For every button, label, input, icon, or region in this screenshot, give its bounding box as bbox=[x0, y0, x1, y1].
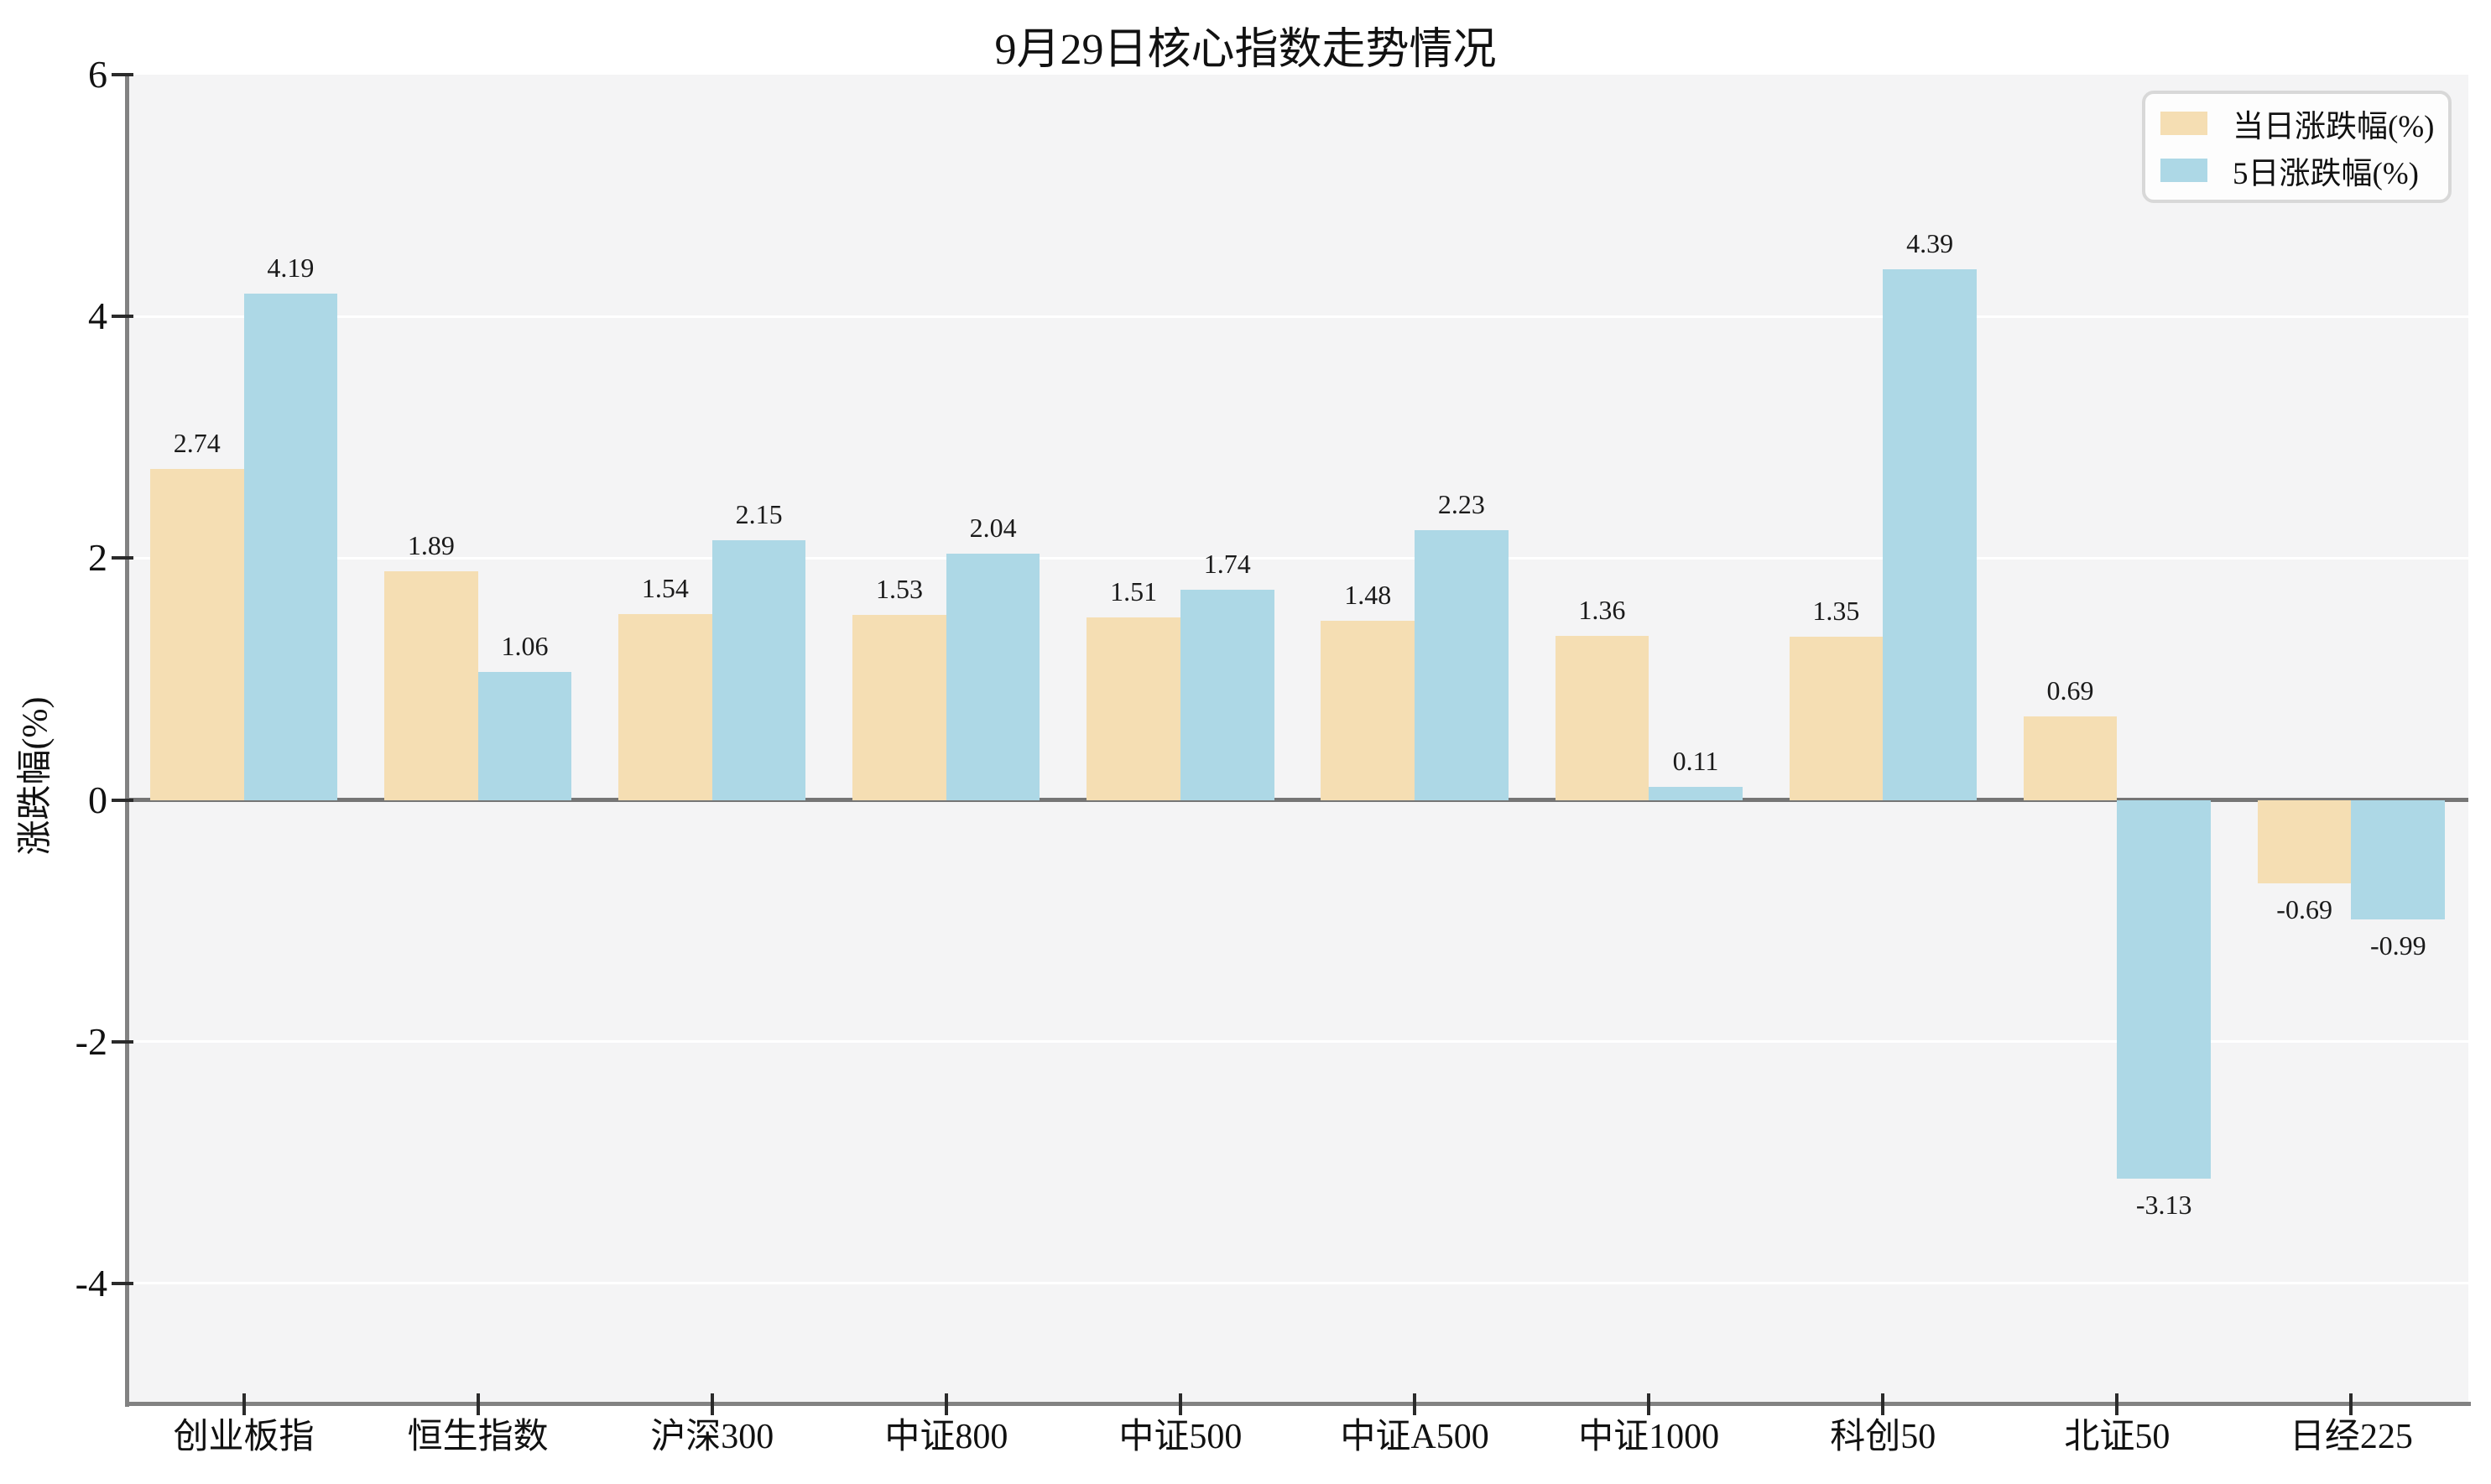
bar-value-label: 4.19 bbox=[267, 252, 315, 283]
gridline bbox=[127, 1040, 2468, 1044]
bar-daily bbox=[2257, 799, 2352, 883]
x-axis-tick bbox=[1178, 1393, 1182, 1415]
bar-value-label: -3.13 bbox=[2135, 1189, 2192, 1220]
bar-value-label: -0.69 bbox=[2276, 893, 2332, 924]
legend-label-5day: 5日涨跌幅(%) bbox=[2233, 157, 2419, 191]
bar-5day bbox=[1415, 530, 1509, 800]
y-axis-spine bbox=[125, 75, 129, 1407]
y-axis-tick bbox=[112, 798, 133, 802]
bar-value-label: 0.69 bbox=[2046, 675, 2094, 706]
bar-daily bbox=[1789, 637, 1884, 800]
bar-5day bbox=[243, 293, 338, 800]
legend-swatch-daily bbox=[2160, 112, 2207, 135]
bar-value-label: 1.74 bbox=[1203, 548, 1251, 579]
legend-item-5day: 5日涨跌幅(%) bbox=[2160, 148, 2433, 193]
legend-swatch-5day bbox=[2160, 159, 2207, 182]
x-axis-tick bbox=[1647, 1393, 1651, 1415]
bar-value-label: 1.36 bbox=[1578, 594, 1626, 625]
y-tick-label: 0 bbox=[88, 778, 107, 821]
bar-value-label: 1.51 bbox=[1110, 575, 1158, 607]
y-tick-label: 2 bbox=[88, 536, 107, 580]
bar-value-label: 1.35 bbox=[1812, 596, 1860, 627]
bar-value-label: 1.53 bbox=[876, 574, 924, 605]
bar-5day bbox=[477, 671, 572, 800]
x-axis-tick bbox=[1413, 1393, 1417, 1415]
bar-value-label: 2.74 bbox=[173, 427, 221, 458]
y-axis-tick bbox=[112, 1281, 133, 1285]
x-axis-spine bbox=[125, 1402, 2471, 1406]
legend: 当日涨跌幅(%) 5日涨跌幅(%) bbox=[2142, 91, 2452, 203]
bar-daily bbox=[149, 468, 244, 800]
x-axis-tick bbox=[2349, 1393, 2353, 1415]
y-tick-label: -2 bbox=[75, 1019, 107, 1063]
bar-daily bbox=[1321, 621, 1415, 800]
y-axis-tick bbox=[112, 556, 133, 560]
y-tick-label: 4 bbox=[88, 294, 107, 338]
bar-value-label: -0.99 bbox=[2369, 930, 2426, 961]
bar-value-label: 1.48 bbox=[1344, 580, 1392, 611]
zero-line bbox=[127, 798, 2468, 803]
bar-daily bbox=[1087, 617, 1180, 800]
x-axis-tick bbox=[476, 1393, 480, 1415]
gridline bbox=[127, 1282, 2468, 1285]
bar-daily bbox=[1555, 635, 1649, 800]
bar-value-label: 4.39 bbox=[1906, 227, 1954, 258]
bar-daily bbox=[2023, 716, 2118, 800]
bar-daily bbox=[618, 613, 712, 800]
bar-value-label: 1.06 bbox=[501, 630, 549, 661]
legend-label-daily: 当日涨跌幅(%) bbox=[2233, 110, 2435, 144]
bar-daily bbox=[852, 615, 946, 800]
x-tick-label: 北证50 bbox=[2064, 1418, 2171, 1456]
x-tick-label: 日经225 bbox=[2289, 1418, 2413, 1456]
gridline bbox=[127, 556, 2468, 560]
y-axis-label: 涨跌幅(%) bbox=[16, 696, 55, 856]
y-axis-tick bbox=[112, 1039, 133, 1044]
y-tick-label: -4 bbox=[75, 1261, 107, 1304]
bar-5day bbox=[1883, 268, 1977, 800]
bar-value-label: 0.11 bbox=[1672, 745, 1719, 776]
bar-value-label: 1.89 bbox=[407, 530, 455, 561]
x-axis-tick bbox=[2115, 1393, 2119, 1415]
x-tick-label: 中证800 bbox=[884, 1418, 1008, 1456]
x-axis-tick bbox=[710, 1393, 714, 1415]
x-tick-label: 中证A500 bbox=[1340, 1418, 1489, 1456]
x-axis-tick bbox=[1881, 1393, 1885, 1415]
x-tick-label: 创业板指 bbox=[173, 1418, 315, 1456]
gridline bbox=[127, 315, 2468, 318]
legend-item-daily: 当日涨跌幅(%) bbox=[2160, 101, 2435, 146]
x-tick-label: 科创50 bbox=[1830, 1418, 1936, 1456]
chart-title: 9月29日核心指数走势情况 bbox=[994, 26, 1497, 74]
bar-5day bbox=[946, 553, 1040, 800]
y-axis-tick bbox=[112, 73, 133, 76]
bar-5day bbox=[711, 539, 806, 800]
x-tick-label: 恒生指数 bbox=[407, 1418, 549, 1456]
bar-5day bbox=[2117, 799, 2211, 1179]
bar-5day bbox=[1649, 786, 1743, 800]
x-tick-label: 中证1000 bbox=[1578, 1418, 1720, 1456]
bar-value-label: 1.54 bbox=[641, 572, 689, 603]
bar-5day bbox=[1180, 589, 1274, 800]
bar-value-label: 2.04 bbox=[969, 512, 1017, 543]
y-tick-label: 6 bbox=[88, 53, 107, 96]
bar-value-label: 2.15 bbox=[735, 498, 783, 529]
x-tick-label: 中证500 bbox=[1118, 1418, 1243, 1456]
bar-daily bbox=[384, 571, 478, 800]
y-axis-tick bbox=[112, 315, 133, 319]
bar-5day bbox=[2351, 799, 2446, 920]
bar-value-label: 2.23 bbox=[1437, 489, 1485, 520]
x-axis-tick bbox=[944, 1393, 948, 1415]
x-axis-tick bbox=[242, 1393, 246, 1415]
x-tick-label: 沪深300 bbox=[650, 1418, 774, 1456]
